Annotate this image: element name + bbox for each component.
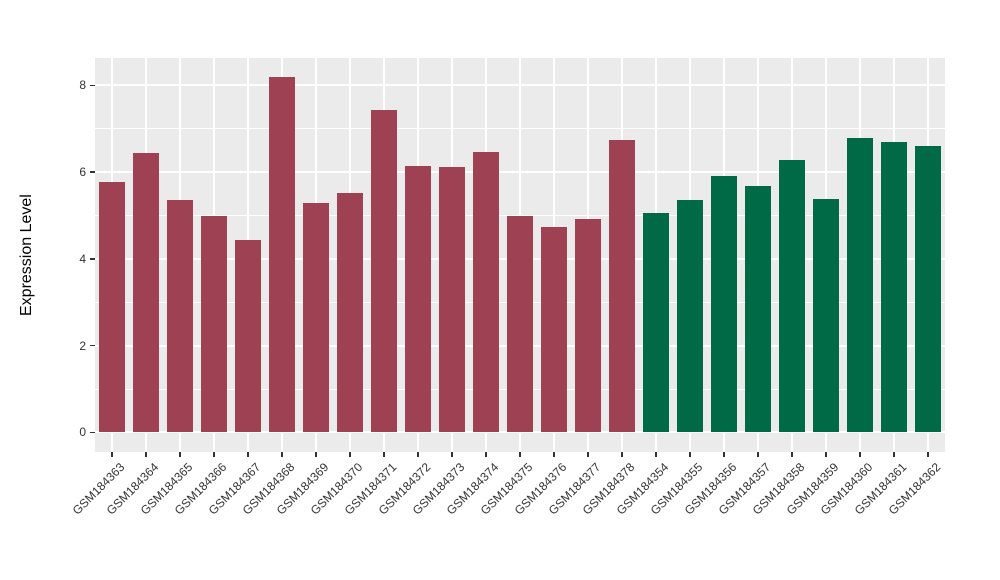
x-tick-mark — [281, 452, 283, 457]
x-tick-mark — [757, 452, 759, 457]
bar-GSM184368 — [269, 76, 295, 433]
bar-GSM184358 — [779, 159, 805, 433]
bar-GSM184354 — [643, 213, 669, 433]
x-tick-mark — [893, 452, 895, 457]
bar-GSM184377 — [575, 218, 601, 433]
x-tick-mark — [315, 452, 317, 457]
bar-GSM184372 — [405, 165, 431, 433]
y-tick-mark — [90, 84, 95, 87]
x-tick-mark — [349, 452, 351, 457]
x-tick-mark — [417, 452, 419, 457]
bar-GSM184370 — [337, 192, 363, 433]
bar-GSM184367 — [235, 239, 261, 433]
x-tick-mark — [553, 452, 555, 457]
bar-GSM184363 — [99, 181, 125, 433]
plot-panel — [95, 58, 945, 452]
y-tick-mark — [90, 344, 95, 347]
y-tick-label: 8 — [79, 78, 86, 93]
bar-GSM184365 — [167, 200, 193, 433]
x-tick-mark — [213, 452, 215, 457]
bar-GSM184374 — [473, 151, 499, 433]
bar-GSM184359 — [813, 198, 839, 433]
x-tick-mark — [485, 452, 487, 457]
x-tick-mark — [621, 452, 623, 457]
x-tick-mark — [519, 452, 521, 457]
bar-GSM184369 — [303, 203, 329, 433]
x-tick-mark — [111, 452, 113, 457]
y-tick-mark — [90, 258, 95, 260]
bar-GSM184376 — [541, 227, 567, 433]
y-tick-label: 4 — [79, 251, 86, 266]
bar-GSM184371 — [371, 109, 397, 433]
x-tick-mark — [723, 452, 725, 457]
y-tick-mark — [90, 171, 95, 173]
y-tick-label: 6 — [79, 165, 86, 180]
bar-GSM184373 — [439, 166, 465, 433]
bar-GSM184357 — [745, 186, 771, 433]
bar-GSM184366 — [201, 215, 227, 433]
bar-GSM184375 — [507, 215, 533, 433]
x-tick-mark — [179, 452, 181, 457]
bar-GSM184356 — [711, 176, 737, 433]
x-tick-mark — [383, 452, 385, 457]
x-tick-mark — [247, 452, 249, 457]
x-tick-mark — [655, 452, 657, 457]
bar-GSM184361 — [881, 142, 907, 433]
y-tick-label: 0 — [79, 425, 86, 440]
bar-GSM184355 — [677, 200, 703, 433]
y-tick-mark — [90, 431, 95, 434]
bar-GSM184378 — [609, 140, 635, 433]
x-tick-mark — [587, 452, 589, 457]
bar-GSM184364 — [133, 153, 159, 433]
x-tick-mark — [859, 452, 861, 457]
bar-GSM184360 — [847, 137, 873, 433]
x-tick-mark — [927, 452, 929, 457]
x-tick-mark — [145, 452, 147, 457]
x-tick-mark — [689, 452, 691, 457]
y-tick-label: 2 — [79, 338, 86, 353]
x-tick-mark — [451, 452, 453, 457]
bar-GSM184362 — [915, 145, 941, 433]
x-tick-mark — [825, 452, 827, 457]
x-tick-mark — [791, 452, 793, 457]
